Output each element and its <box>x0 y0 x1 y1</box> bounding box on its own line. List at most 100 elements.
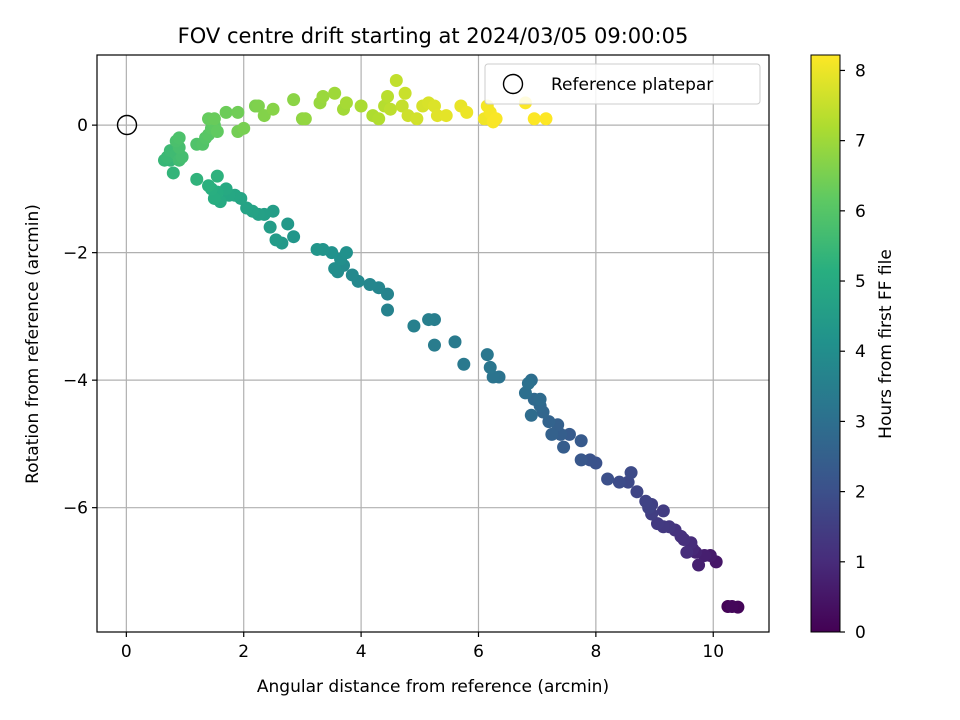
x-tick-label: 4 <box>356 642 367 662</box>
chart-title: FOV centre drift starting at 2024/03/05 … <box>178 24 689 48</box>
data-point <box>624 466 638 480</box>
data-point <box>545 427 559 441</box>
data-point <box>422 313 436 327</box>
colorbar-tick-label: 0 <box>855 623 866 643</box>
y-tick-label: −4 <box>63 371 88 391</box>
plot-frame <box>96 54 770 633</box>
data-point <box>166 166 180 180</box>
colorbar-tick-label: 4 <box>855 342 866 362</box>
data-point <box>680 545 694 559</box>
legend-box <box>484 63 761 105</box>
legend-entry-reference-platepar: Reference platepar <box>551 75 713 95</box>
data-point <box>533 392 547 406</box>
data-point <box>328 86 342 100</box>
x-axis-label: Angular distance from reference (arcmin) <box>257 677 609 697</box>
data-point <box>251 99 265 113</box>
data-point <box>557 440 571 454</box>
data-point <box>328 262 342 276</box>
colorbar-gradient <box>810 54 841 633</box>
data-point <box>263 220 277 234</box>
data-point <box>398 86 412 100</box>
data-point <box>612 475 626 489</box>
y-tick-label: −6 <box>63 499 88 519</box>
data-point <box>207 112 221 126</box>
data-point <box>339 246 353 260</box>
data-point <box>266 102 280 116</box>
data-point <box>427 338 441 352</box>
legend-marker-icon <box>502 73 524 95</box>
reference-platepar-marker <box>116 114 138 136</box>
data-point <box>310 242 324 256</box>
data-point <box>383 102 397 116</box>
data-point <box>339 96 353 110</box>
x-axis-ticks: 0 2 4 6 8 10 <box>121 632 724 662</box>
data-point <box>448 335 462 349</box>
data-point <box>210 125 224 139</box>
data-point <box>281 217 295 231</box>
data-point <box>287 93 301 107</box>
colorbar-tick-label: 7 <box>855 132 866 152</box>
data-point <box>237 121 251 135</box>
legend: Reference platepar <box>484 63 761 105</box>
data-point <box>219 105 233 119</box>
colorbar: 0 1 2 3 4 5 6 7 8 Hours from first FF file <box>810 54 896 643</box>
y-tick-label: 0 <box>77 116 88 136</box>
data-point <box>345 268 359 282</box>
x-tick-label: 2 <box>238 642 249 662</box>
data-point <box>202 179 216 193</box>
data-point <box>395 99 409 113</box>
data-point <box>489 112 503 126</box>
data-point <box>372 112 386 126</box>
data-point <box>210 169 224 183</box>
data-point <box>316 89 330 103</box>
data-point <box>521 376 535 390</box>
data-point <box>725 599 739 613</box>
data-point <box>363 278 377 292</box>
data-point <box>460 105 474 119</box>
data-point <box>298 112 312 126</box>
data-point <box>269 233 283 247</box>
data-point <box>190 172 204 186</box>
y-axis-ticks: 0 −2 −4 −6 <box>63 116 97 519</box>
data-point <box>439 109 453 123</box>
x-tick-label: 8 <box>590 642 601 662</box>
x-tick-label: 10 <box>702 642 724 662</box>
data-point <box>601 472 615 486</box>
colorbar-label: Hours from first FF file <box>876 249 896 439</box>
colorbar-tick-label: 6 <box>855 202 866 222</box>
data-point <box>231 105 245 119</box>
data-point <box>574 453 588 467</box>
data-point <box>410 112 424 126</box>
data-point <box>240 201 254 215</box>
x-tick-label: 0 <box>121 642 132 662</box>
colorbar-tick-label: 3 <box>855 412 866 432</box>
data-point <box>457 357 471 371</box>
x-tick-label: 6 <box>473 642 484 662</box>
data-point <box>527 112 541 126</box>
data-point <box>639 494 653 508</box>
data-point <box>354 99 368 113</box>
colorbar-tick-label: 8 <box>855 61 866 81</box>
data-point <box>650 517 664 531</box>
data-point <box>381 303 395 317</box>
data-point <box>172 131 186 145</box>
y-axis-label: Rotation from reference (arcmin) <box>23 204 43 484</box>
data-point <box>574 434 588 448</box>
data-point <box>480 348 494 362</box>
y-tick-label: −2 <box>63 244 88 264</box>
data-point <box>692 558 706 572</box>
data-point <box>483 360 497 374</box>
colorbar-tick-label: 1 <box>855 553 866 573</box>
data-point <box>539 112 553 126</box>
colorbar-tick-label: 2 <box>855 483 866 503</box>
colorbar-ticks: 0 1 2 3 4 5 6 7 8 <box>840 61 866 643</box>
data-point <box>630 485 644 499</box>
data-points <box>157 74 745 614</box>
data-point <box>542 415 556 429</box>
colorbar-tick-label: 5 <box>855 272 866 292</box>
data-point <box>407 319 421 333</box>
data-point <box>524 408 538 422</box>
data-point <box>389 74 403 88</box>
data-point <box>656 504 670 518</box>
